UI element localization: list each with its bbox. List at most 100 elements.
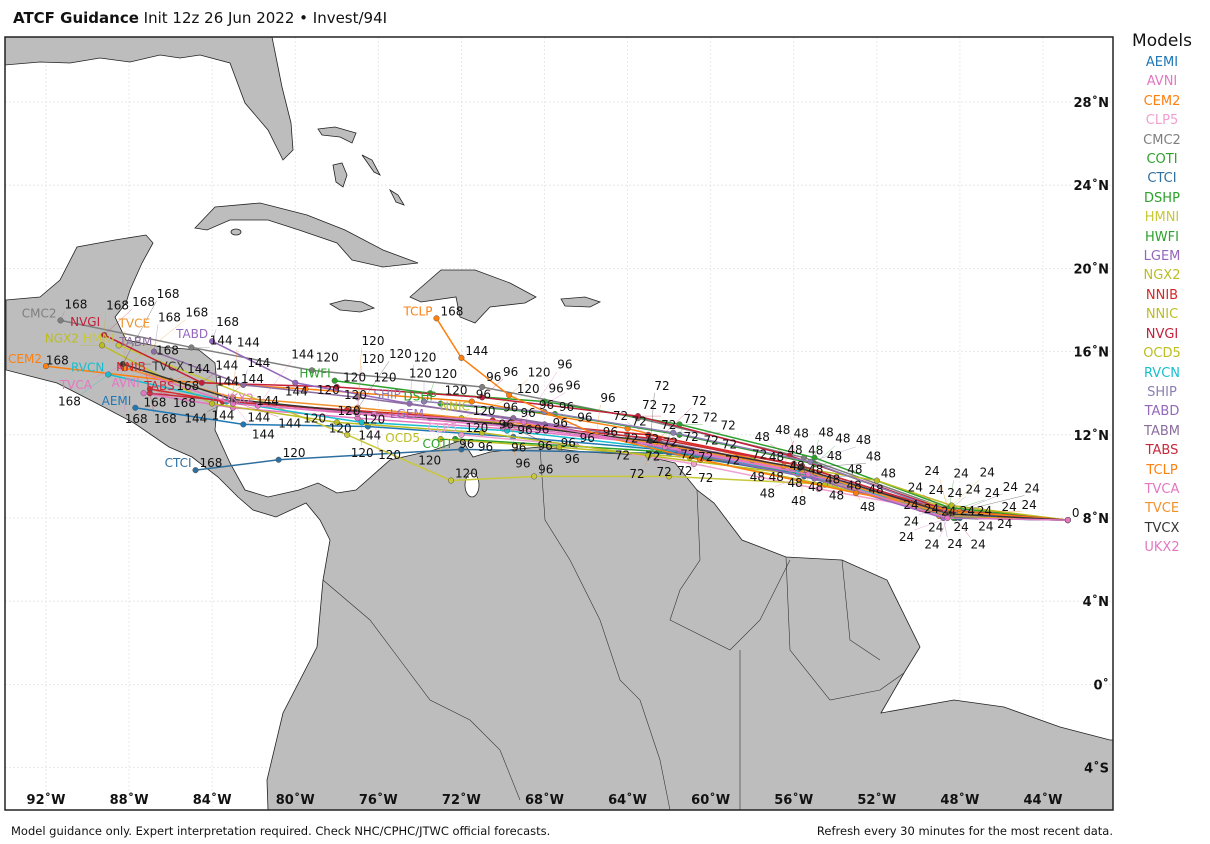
lon-tick-label: 56˚W <box>774 792 813 808</box>
forecast-hour-label: 72 <box>703 433 718 447</box>
forecast-hour-label: 48 <box>868 482 883 496</box>
forecast-hour-label: 96 <box>503 401 518 415</box>
refresh-note: Refresh every 30 minutes for the most re… <box>816 824 1113 838</box>
forecast-hour-label: 48 <box>866 449 881 463</box>
forecast-hour-label: 120 <box>374 370 397 384</box>
track-point <box>192 467 199 474</box>
country-borders <box>322 446 905 811</box>
lon-tick-label: 44˚W <box>1023 792 1062 808</box>
legend-item-tabd: TABD <box>1144 404 1180 420</box>
label-leader-line <box>357 365 362 415</box>
label-leader-line <box>243 369 248 385</box>
forecast-hour-label: 120 <box>343 370 366 384</box>
legend-item-coti: COTI <box>1146 152 1178 168</box>
track-point <box>132 404 139 411</box>
lon-tick-label: 60˚W <box>691 792 730 808</box>
init-hour-label: 0 <box>1072 506 1080 520</box>
legend-item-tabs: TABS <box>1145 443 1179 459</box>
track-model-label: TABM <box>118 335 152 349</box>
forecast-hour-label: 24 <box>903 498 918 512</box>
forecast-hour-label: 24 <box>985 486 1000 500</box>
forecast-hour-label: 24 <box>899 530 914 544</box>
lon-tick-label: 76˚W <box>359 792 398 808</box>
forecast-hour-label: 72 <box>720 419 735 433</box>
forecast-hour-label: 72 <box>642 398 657 412</box>
track-point <box>433 315 440 322</box>
forecast-hour-label: 168 <box>157 287 180 301</box>
track-model-label: AVNI <box>111 376 139 390</box>
forecast-hour-label: 96 <box>459 437 474 451</box>
label-leader-line <box>506 430 512 441</box>
label-leader-line <box>814 439 819 458</box>
lon-tick-label: 48˚W <box>940 792 979 808</box>
map-frame <box>4 36 1114 811</box>
forecast-hour-label: 168 <box>158 311 181 325</box>
label-leader-line <box>201 372 216 383</box>
label-leader-line <box>232 401 279 417</box>
legend-item-ukx2: UKX2 <box>1144 540 1180 556</box>
forecast-hour-label: 120 <box>317 383 340 397</box>
border <box>785 556 905 701</box>
label-leader-line <box>232 403 253 428</box>
forecast-hour-label: 24 <box>960 504 975 518</box>
forecast-hour-label: 120 <box>362 334 385 348</box>
forecast-hour-label: 72 <box>683 412 698 426</box>
track-line <box>122 363 1068 521</box>
forecast-hour-label: 48 <box>846 479 861 493</box>
track-model-label: TVCA <box>59 378 93 392</box>
track-model-label: TCLP <box>403 304 433 318</box>
label-leader-line <box>949 480 954 508</box>
legend-item-ngx2: NGX2 <box>1143 268 1181 284</box>
forecast-hour-label: 168 <box>132 295 155 309</box>
forecast-hour-label: 168 <box>106 298 129 312</box>
label-leader-line <box>943 517 948 538</box>
forecast-hour-label: 168 <box>125 412 148 426</box>
track-model-label: RVCN <box>71 360 104 374</box>
forecast-hour-label: 48 <box>787 476 802 490</box>
legend-item-aemi: AEMI <box>1145 55 1179 70</box>
label-leader-line <box>92 365 121 379</box>
forecast-hour-label: 168 <box>65 297 88 311</box>
track-point <box>240 421 247 428</box>
label-leader-line <box>943 496 954 508</box>
forecast-hour-label: 24 <box>928 521 943 535</box>
forecast-hour-label: 72 <box>661 418 676 432</box>
label-leader-line <box>510 422 516 457</box>
label-leader-line <box>959 517 979 520</box>
label-leader-line <box>949 496 966 510</box>
forecast-hour-label: 120 <box>465 421 488 435</box>
track-model-label: TABD <box>175 327 208 341</box>
legend-item-ctci: CTCI <box>1147 171 1177 187</box>
forecast-hour-label: 48 <box>847 462 862 476</box>
forecast-hour-label: 96 <box>534 422 549 436</box>
forecast-hour-label: 48 <box>856 433 871 447</box>
track-point <box>331 377 338 384</box>
disclaimer-text: Model guidance only. Expert interpretati… <box>11 824 551 838</box>
forecast-hour-label: 120 <box>434 367 457 381</box>
legend-item-hmni: HMNI <box>1144 210 1180 226</box>
forecast-hour-label: 72 <box>663 435 678 449</box>
track-point <box>308 367 315 374</box>
label-leader-line <box>790 436 801 469</box>
label-leader-line <box>504 424 565 452</box>
lon-tick-label: 68˚W <box>525 792 564 808</box>
forecast-hour-label: 168 <box>216 315 239 329</box>
forecast-hour-label: 72 <box>722 437 737 451</box>
legend-item-tvcx: TVCX <box>1144 520 1180 536</box>
border <box>669 489 791 651</box>
forecast-hour-label: 144 <box>184 412 207 426</box>
forecast-hour-label: 96 <box>515 456 530 470</box>
forecast-hour-label: 48 <box>755 430 770 444</box>
forecast-hour-label: 48 <box>881 467 896 481</box>
chart-title: ATCF Guidance Init 12z 26 Jun 2022 • Inv… <box>13 9 387 27</box>
label-leader-line <box>170 375 188 381</box>
forecast-hour-label: 168 <box>185 306 208 320</box>
forecast-hour-label: 72 <box>698 471 713 485</box>
legend-item-avni: AVNI <box>1146 74 1178 90</box>
track-point <box>458 431 465 438</box>
track-point <box>447 477 455 484</box>
lat-tick-label: 20˚N <box>1074 261 1109 277</box>
forecast-hour-label: 24 <box>904 514 919 528</box>
forecast-hour-label: 24 <box>924 464 939 478</box>
label-leader-line <box>60 311 65 321</box>
